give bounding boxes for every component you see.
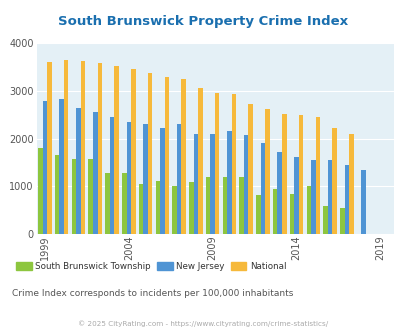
Bar [147,73,152,234]
Bar [38,148,43,234]
Bar [131,69,135,234]
Bar [227,131,231,234]
Bar [155,181,160,234]
Bar [243,135,248,234]
Bar [177,124,181,234]
Bar [181,79,185,234]
Bar [239,177,243,234]
Text: © 2025 CityRating.com - https://www.cityrating.com/crime-statistics/: © 2025 CityRating.com - https://www.city… [78,320,327,327]
Bar [93,112,97,234]
Bar [306,186,310,234]
Bar [47,62,51,234]
Bar [109,116,114,234]
Bar [248,104,252,234]
Legend: South Brunswick Township, New Jersey, National: South Brunswick Township, New Jersey, Na… [13,258,289,275]
Bar [344,165,348,234]
Bar [360,170,365,234]
Bar [143,124,147,234]
Bar [193,134,198,234]
Bar [210,134,214,234]
Bar [231,94,236,234]
Bar [43,101,47,234]
Bar [348,134,353,234]
Bar [81,61,85,234]
Bar [88,159,93,234]
Bar [205,177,210,234]
Bar [59,99,64,234]
Bar [298,115,303,234]
Bar [105,173,109,234]
Bar [277,152,281,234]
Bar [198,88,202,234]
Bar [322,206,327,234]
Text: Crime Index corresponds to incidents per 100,000 inhabitants: Crime Index corresponds to incidents per… [12,289,293,298]
Bar [281,114,286,234]
Bar [72,159,76,234]
Bar [272,189,277,234]
Bar [214,93,219,234]
Bar [164,77,169,234]
Bar [332,128,336,234]
Bar [172,186,177,234]
Text: South Brunswick Property Crime Index: South Brunswick Property Crime Index [58,15,347,28]
Bar [189,182,193,234]
Bar [139,184,143,234]
Bar [126,122,131,234]
Bar [256,195,260,234]
Bar [122,173,126,234]
Bar [55,155,59,234]
Bar [97,62,102,234]
Bar [160,128,164,234]
Bar [264,110,269,234]
Bar [294,157,298,234]
Bar [315,116,319,234]
Bar [260,144,264,234]
Bar [76,108,81,234]
Bar [114,66,119,234]
Bar [222,177,227,234]
Bar [339,208,344,234]
Bar [310,160,315,234]
Bar [64,60,68,234]
Bar [289,194,294,234]
Bar [327,160,332,234]
